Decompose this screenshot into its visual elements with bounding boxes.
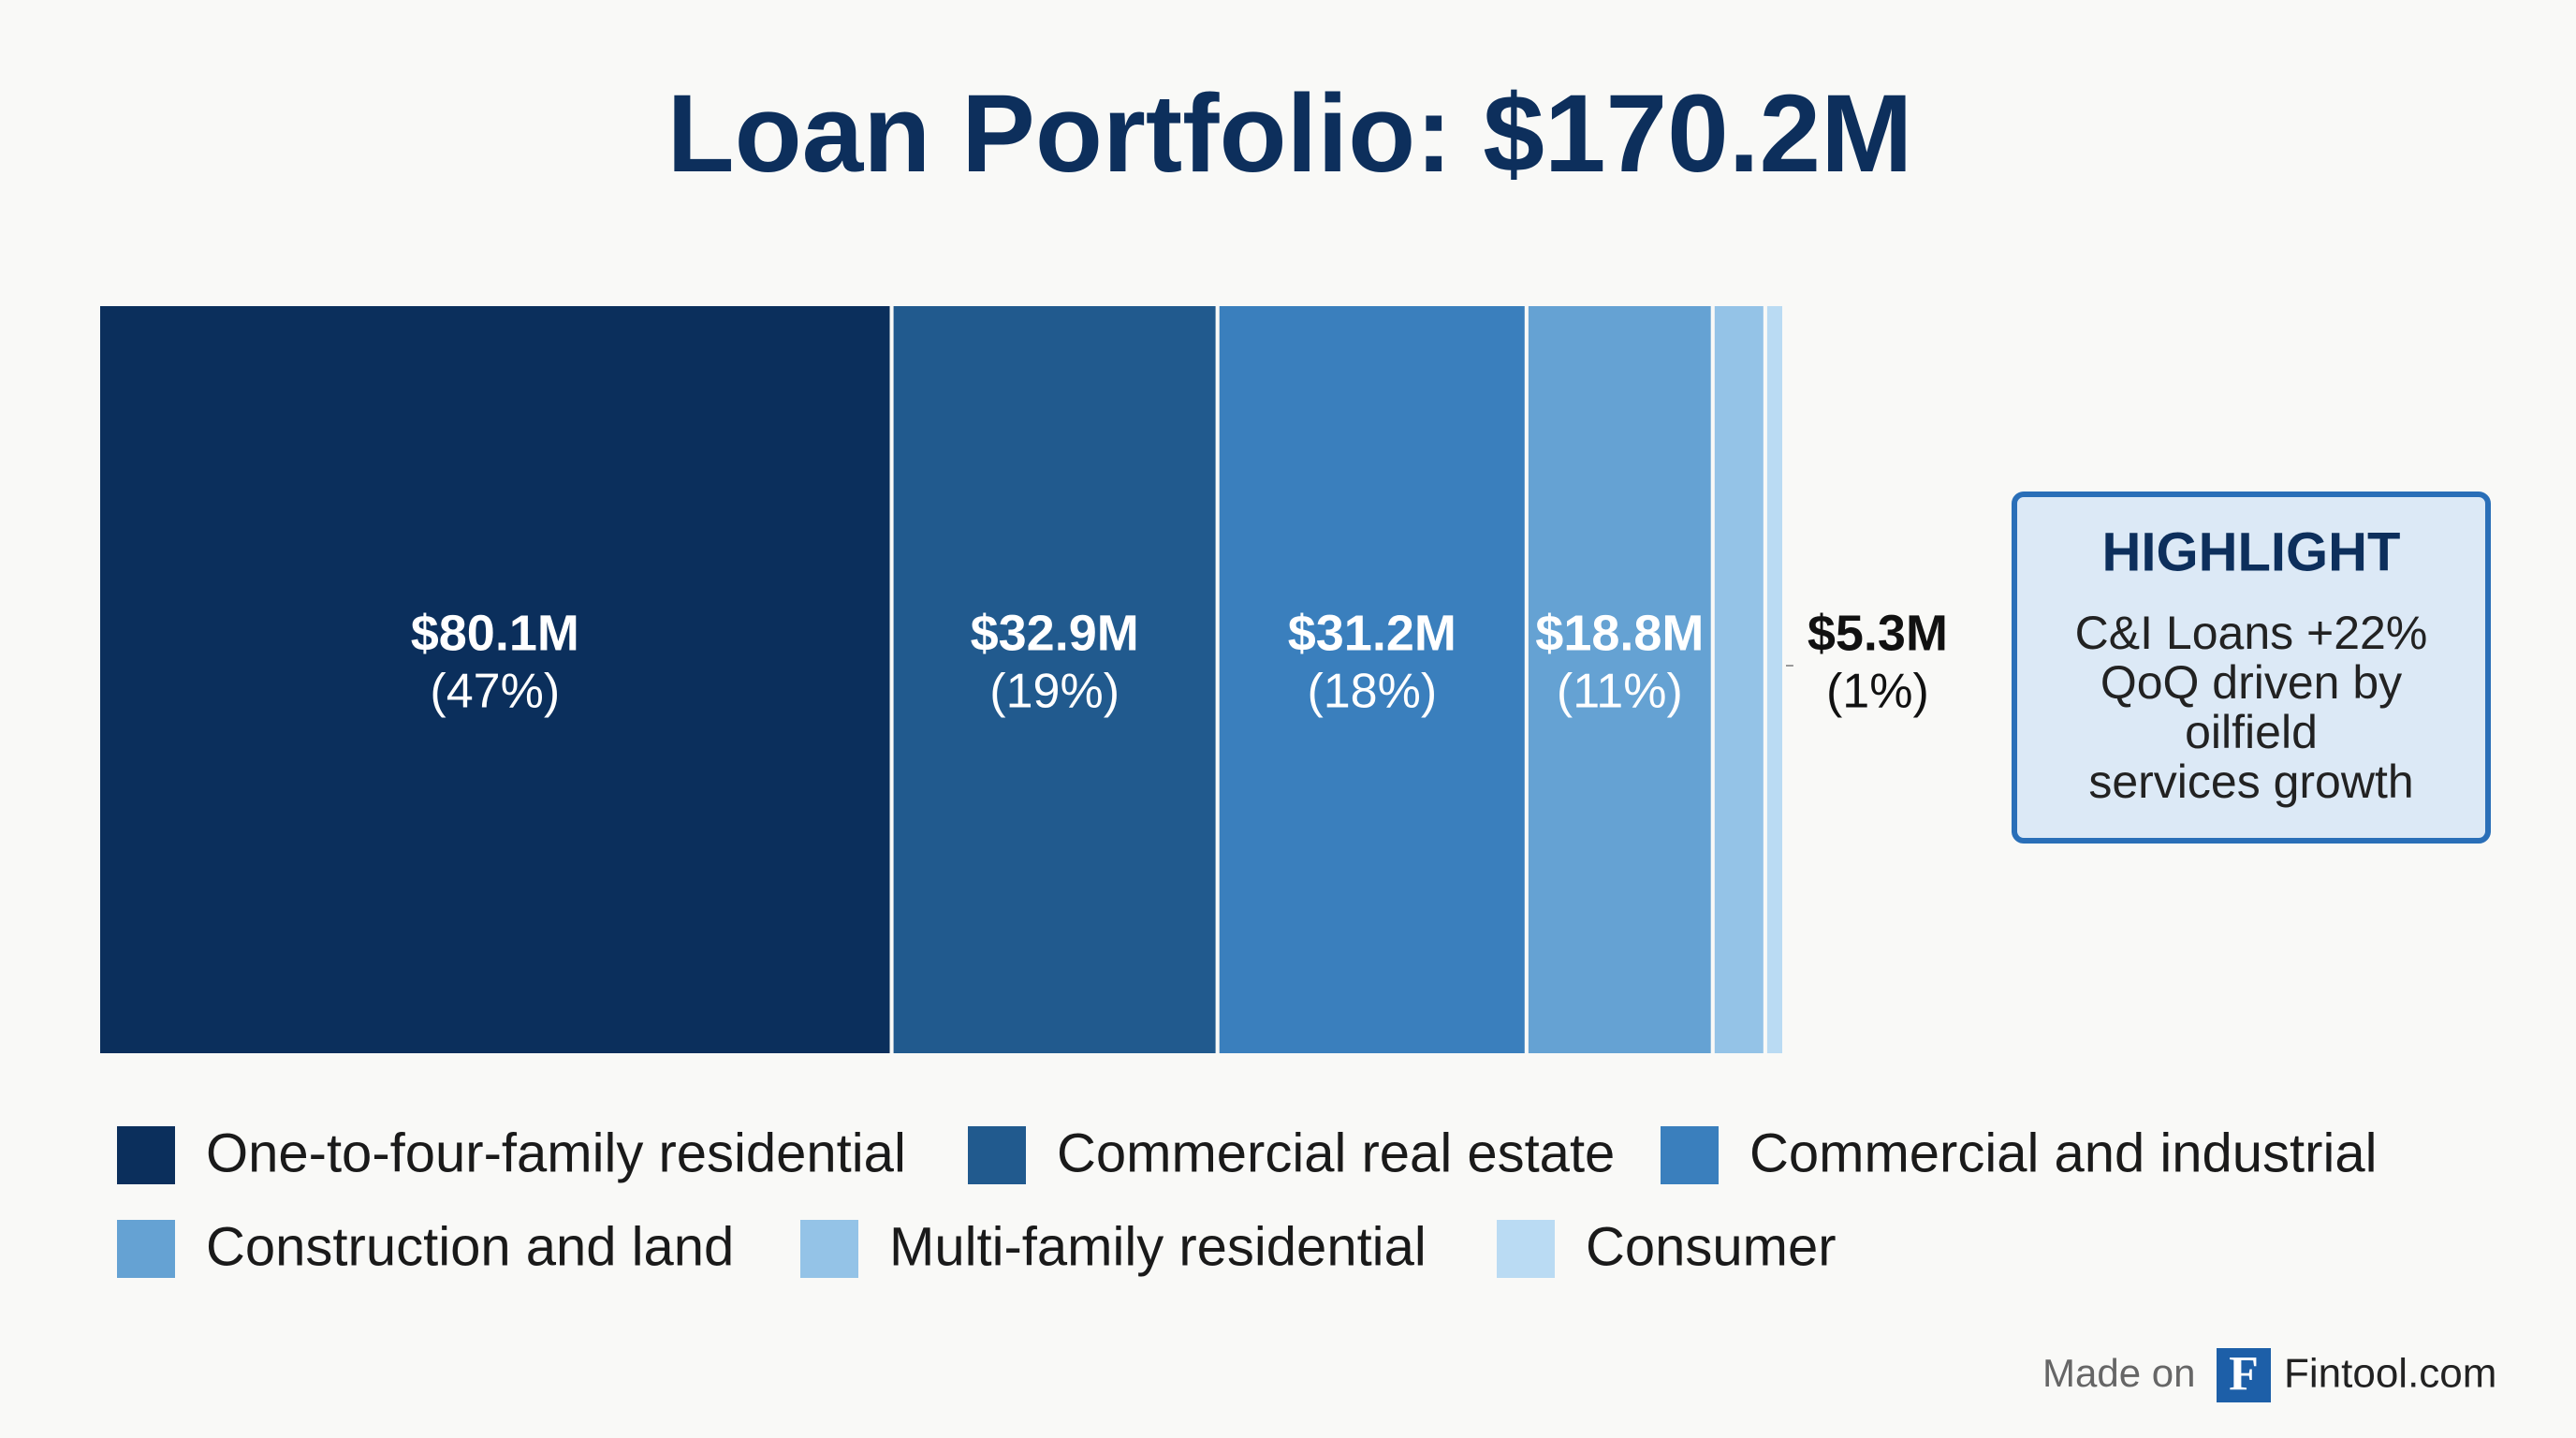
bar-segment	[1215, 302, 1529, 1057]
legend-label: Commercial real estate	[1057, 1123, 1615, 1183]
legend-label: Consumer	[1586, 1216, 1837, 1277]
legend-swatch	[1497, 1220, 1555, 1278]
legend-swatch	[117, 1220, 175, 1278]
value-label: $32.9M	[971, 605, 1139, 661]
logo-box	[2217, 1348, 2271, 1402]
legend-swatch	[117, 1126, 175, 1184]
highlight-title: HIGHLIGHT	[2102, 521, 2401, 582]
value-label: $5.3M	[1808, 605, 1948, 661]
chart-title: Loan Portfolio: $170.2M	[667, 72, 1913, 196]
bar-segment	[889, 302, 1220, 1057]
bar-segment	[1524, 302, 1715, 1057]
highlight-text: QoQ driven by	[2100, 656, 2402, 709]
logo: F	[2229, 1347, 2259, 1401]
legend-label: Construction and land	[206, 1216, 734, 1277]
legend-label: Commercial and industrial	[1749, 1123, 2377, 1183]
value-label: $31.2M	[1288, 605, 1456, 661]
bar-segment	[1763, 302, 1786, 1057]
value-label: $18.8M	[1535, 605, 1704, 661]
legend-swatch	[968, 1126, 1026, 1184]
legend-swatch	[1661, 1126, 1719, 1184]
percent-label: (11%)	[1557, 665, 1683, 719]
legend-label: One-to-four-family residential	[206, 1123, 906, 1183]
legend-label: Multi-family residential	[889, 1216, 1427, 1277]
percent-label: (18%)	[1307, 665, 1437, 719]
highlight-box	[2012, 492, 2491, 844]
percent-label: (1%)	[1826, 665, 1929, 719]
highlight-text: C&I Loans +22%	[2075, 607, 2428, 659]
highlight-text: oilfield	[2185, 706, 2318, 758]
value-label: $80.1M	[411, 605, 579, 661]
footer-prefix: Made on	[2042, 1351, 2195, 1395]
legend-swatch	[800, 1220, 858, 1278]
bar-segment	[1710, 302, 1767, 1057]
percent-label: (19%)	[989, 665, 1120, 719]
footer-brand: Fintool.com	[2284, 1351, 2496, 1397]
percent-label: (47%)	[430, 665, 560, 719]
highlight-text: services growth	[2088, 756, 2413, 808]
